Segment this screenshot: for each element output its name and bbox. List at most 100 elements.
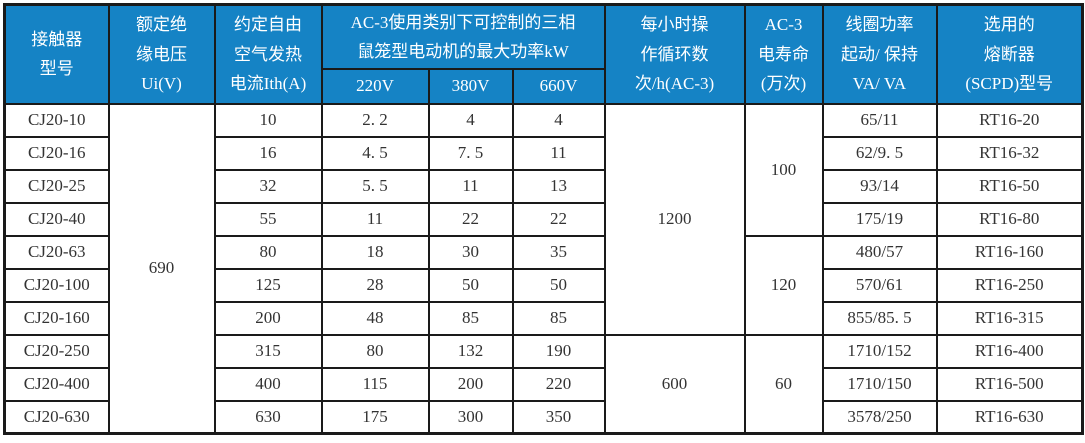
cell-ith: 630 [213,399,323,435]
cell-p660: 4 [511,102,606,138]
cell-fuse: RT16-500 [935,366,1084,402]
cell-p220: 80 [320,333,430,369]
cell-model: CJ20-63 [3,234,110,270]
header-model: 接触器 型号 [3,3,110,105]
cell-fuse: RT16-400 [935,333,1084,369]
cell-coil: 175/19 [821,201,938,237]
cell-fuse: RT16-80 [935,201,1084,237]
cell-life-merged: 120 [743,234,824,336]
cell-ith: 80 [213,234,323,270]
cell-p660: 11 [511,135,606,171]
cell-fuse: RT16-20 [935,102,1084,138]
cell-p220: 2. 2 [320,102,430,138]
cell-p380: 11 [427,168,514,204]
cell-ith: 400 [213,366,323,402]
cell-coil: 1710/152 [821,333,938,369]
cell-model: CJ20-25 [3,168,110,204]
header-row-top: 接触器 型号 额定绝 缘电压 Ui(V) 约定自由 空气发热 电流Ith(A) … [3,3,1084,105]
table-row: CJ20-160 200 48 85 85 855/85. 5 RT16-315 [3,300,1084,336]
cell-model: CJ20-10 [3,102,110,138]
cell-ith: 125 [213,267,323,303]
cell-coil: 480/57 [821,234,938,270]
cell-ith: 55 [213,201,323,237]
cell-p660: 35 [511,234,606,270]
cell-model: CJ20-16 [3,135,110,171]
cell-fuse: RT16-32 [935,135,1084,171]
cell-p380: 200 [427,366,514,402]
cell-cycles-merged: 600 [603,333,746,435]
cell-coil: 65/11 [821,102,938,138]
table-row: CJ20-10 690 10 2. 2 4 4 1200 100 65/11 R… [3,102,1084,435]
cell-life-merged: 100 [743,102,824,237]
header-ac3-power-group: AC-3使用类别下可控制的三相 鼠笼型电动机的最大功率kW [320,3,606,70]
cell-p220: 18 [320,234,430,270]
cell-coil: 62/9. 5 [821,135,938,171]
cell-coil: 93/14 [821,168,938,204]
table-row: CJ20-100 125 28 50 50 570/61 RT16-250 [3,267,1084,303]
cell-p220: 28 [320,267,430,303]
header-insulation-voltage: 额定绝 缘电压 Ui(V) [107,3,216,105]
cell-coil: 1710/150 [821,366,938,402]
cell-p660: 190 [511,333,606,369]
cell-p380: 7. 5 [427,135,514,171]
cell-p660: 13 [511,168,606,204]
table-row: CJ20-250 315 80 132 190 600 60 1710/152 … [3,333,1084,435]
cell-p380: 30 [427,234,514,270]
header-row-sub: 220V 380V 660V [5,67,1083,105]
cell-fuse: RT16-50 [935,168,1084,204]
cell-p660: 50 [511,267,606,303]
cell-ith: 32 [213,168,323,204]
cell-ith: 315 [213,333,323,369]
cell-model: CJ20-400 [3,366,110,402]
cell-fuse: RT16-315 [935,300,1084,336]
cell-p380: 22 [427,201,514,237]
table-row: CJ20-400 400 115 200 220 1710/150 RT16-5… [3,366,1084,402]
contactor-spec-table: 接触器 型号 额定绝 缘电压 Ui(V) 约定自由 空气发热 电流Ith(A) … [3,3,1084,435]
cell-p380: 300 [427,399,514,435]
cell-coil: 855/85. 5 [821,300,938,336]
table-row: CJ20-63 80 18 30 35 120 480/57 RT16-160 [3,234,1084,336]
cell-coil: 3578/250 [821,399,938,435]
cell-life-merged: 60 [743,333,824,435]
table-row: CJ20-40 55 11 22 22 175/19 RT16-80 [3,201,1084,237]
cell-p660: 220 [511,366,606,402]
cell-p220: 175 [320,399,430,435]
cell-p380: 85 [427,300,514,336]
cell-ith: 10 [213,102,323,138]
header-cycles-per-hour: 每小时操 作循环数 次/h(AC-3) [603,3,746,105]
header-coil-power: 线圈功率 起动/ 保持 VA/ VA [821,3,938,105]
header-electrical-life: AC-3 电寿命 (万次) [743,3,824,105]
cell-fuse: RT16-630 [935,399,1084,435]
cell-p220: 4. 5 [320,135,430,171]
cell-model: CJ20-100 [3,267,110,303]
cell-insulation-voltage-merged: 690 [107,102,216,435]
cell-p660: 85 [511,300,606,336]
cell-p220: 11 [320,201,430,237]
cell-p220: 115 [320,366,430,402]
table-row: CJ20-25 32 5. 5 11 13 93/14 RT16-50 [3,168,1084,204]
cell-p220: 5. 5 [320,168,430,204]
cell-ith: 16 [213,135,323,171]
cell-model: CJ20-250 [3,333,110,369]
cell-p380: 4 [427,102,514,138]
cell-p380: 50 [427,267,514,303]
cell-p660: 350 [511,399,606,435]
cell-coil: 570/61 [821,267,938,303]
cell-model: CJ20-40 [3,201,110,237]
cell-model: CJ20-630 [3,399,110,435]
header-660v: 660V [511,67,606,105]
header-fuse-model: 选用的 熔断器 (SCPD)型号 [935,3,1084,105]
table-row: CJ20-16 16 4. 5 7. 5 11 62/9. 5 RT16-32 [3,135,1084,171]
table-row: CJ20-630 630 175 300 350 3578/250 RT16-6… [3,399,1084,435]
cell-fuse: RT16-160 [935,234,1084,270]
cell-ith: 200 [213,300,323,336]
cell-fuse: RT16-250 [935,267,1084,303]
cell-cycles-merged: 1200 [603,102,746,336]
cell-p660: 22 [511,201,606,237]
header-220v: 220V [320,67,430,105]
cell-p220: 48 [320,300,430,336]
cell-model: CJ20-160 [3,300,110,336]
header-380v: 380V [427,67,514,105]
cell-p380: 132 [427,333,514,369]
header-thermal-current: 约定自由 空气发热 电流Ith(A) [213,3,323,105]
